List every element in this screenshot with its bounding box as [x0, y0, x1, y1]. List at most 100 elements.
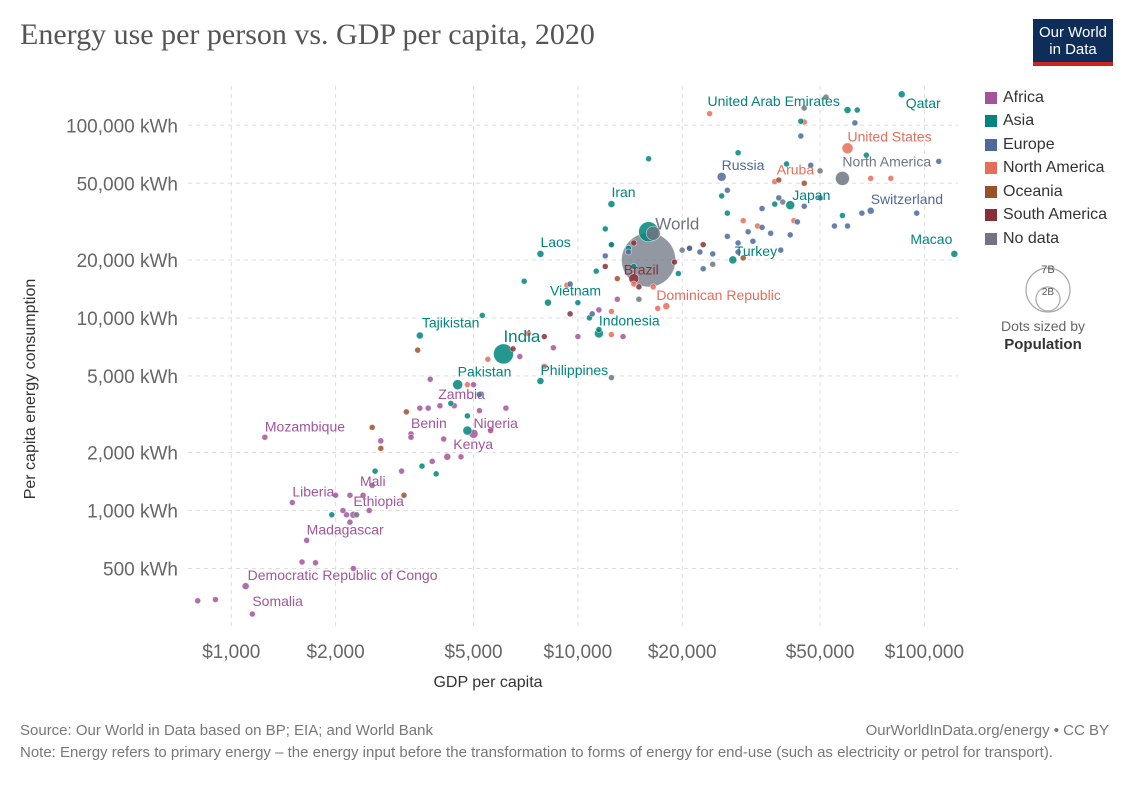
data-point[interactable] [398, 467, 405, 475]
data-point[interactable] [368, 424, 376, 431]
data-point[interactable] [377, 445, 385, 452]
data-point[interactable] [457, 453, 465, 461]
data-point[interactable] [540, 333, 548, 340]
data-point-zambia[interactable] [424, 404, 432, 412]
data-point[interactable] [734, 149, 742, 157]
data-point[interactable] [887, 175, 895, 182]
data-point[interactable] [723, 233, 731, 240]
data-point-liberia[interactable] [288, 499, 296, 506]
data-point[interactable] [777, 246, 785, 254]
data-point-democratic-republic-of-congo[interactable] [241, 582, 250, 590]
data-point-dominican-republic[interactable] [662, 302, 671, 311]
data-point[interactable] [671, 258, 678, 266]
data-point[interactable] [414, 346, 422, 354]
data-point[interactable] [332, 491, 339, 499]
data-point-philippines[interactable] [536, 377, 545, 385]
data-point[interactable] [863, 151, 870, 159]
data-point[interactable] [502, 404, 510, 412]
data-point[interactable] [487, 427, 494, 434]
data-point[interactable] [935, 157, 943, 165]
data-point[interactable] [484, 355, 492, 363]
data-point[interactable] [608, 331, 615, 338]
legend-item-asia[interactable]: Asia [985, 110, 1107, 134]
data-point[interactable] [734, 239, 742, 247]
data-point-iran[interactable] [607, 200, 616, 208]
data-point[interactable] [699, 241, 707, 249]
data-point[interactable] [758, 224, 766, 231]
data-point[interactable] [416, 404, 424, 412]
data-point[interactable] [775, 194, 783, 202]
legend-item-europe[interactable]: Europe [985, 133, 1107, 157]
data-point[interactable] [709, 250, 717, 258]
data-point-vietnam[interactable] [544, 298, 552, 307]
data-point[interactable] [509, 345, 517, 353]
legend-item-oceania[interactable]: Oceania [985, 180, 1107, 204]
data-point[interactable] [613, 295, 621, 303]
data-point[interactable] [794, 218, 801, 226]
data-point[interactable] [353, 511, 361, 519]
legend-item-south-america[interactable]: South America [985, 204, 1107, 228]
legend-item-north-america[interactable]: North America [985, 157, 1107, 181]
data-point[interactable] [767, 229, 774, 237]
data-point[interactable] [566, 280, 574, 288]
data-point[interactable] [377, 437, 385, 445]
data-point-japan[interactable] [785, 200, 796, 210]
data-point[interactable] [608, 308, 615, 315]
data-point-madagascar[interactable] [303, 536, 311, 544]
data-point[interactable] [630, 280, 638, 288]
data-point[interactable] [800, 104, 808, 112]
data-point[interactable] [447, 400, 455, 407]
data-point[interactable] [739, 217, 747, 224]
data-point[interactable] [516, 353, 524, 360]
data-point[interactable] [464, 381, 471, 389]
data-point[interactable] [328, 511, 336, 519]
data-point-kenya[interactable] [443, 452, 452, 461]
data-point[interactable] [839, 212, 846, 219]
data-point[interactable] [432, 470, 440, 478]
data-point[interactable] [858, 209, 866, 217]
data-point[interactable] [520, 277, 528, 285]
data-point[interactable] [601, 263, 609, 270]
data-point-turkey[interactable] [728, 255, 738, 265]
data-point[interactable] [696, 248, 704, 256]
data-point[interactable] [613, 275, 621, 282]
data-point[interactable] [678, 246, 686, 254]
data-point[interactable] [816, 167, 824, 175]
data-point[interactable] [436, 402, 444, 410]
data-point[interactable] [608, 241, 615, 249]
data-point[interactable] [595, 326, 603, 333]
data-point[interactable] [635, 283, 643, 291]
data-point[interactable] [426, 375, 434, 383]
data-point[interactable] [749, 237, 757, 245]
legend-item-africa[interactable]: Africa [985, 86, 1107, 110]
data-point-mali[interactable] [346, 491, 354, 499]
data-point[interactable] [630, 239, 638, 247]
data-point[interactable] [686, 244, 693, 252]
data-point[interactable] [339, 507, 347, 514]
data-point[interactable] [588, 310, 596, 318]
data-point[interactable] [601, 225, 609, 233]
data-point-united-arab-emirates[interactable] [843, 106, 852, 114]
data-point[interactable] [822, 93, 830, 101]
data-point[interactable] [867, 175, 875, 182]
data-point[interactable] [844, 222, 851, 230]
data-point[interactable] [739, 254, 747, 262]
data-point[interactable] [298, 558, 306, 566]
data-point[interactable] [525, 330, 532, 337]
data-point[interactable] [775, 176, 783, 184]
data-point-india[interactable] [493, 343, 514, 365]
legend-item-no-data[interactable]: No data [985, 227, 1107, 251]
data-point[interactable] [574, 299, 582, 306]
data-point[interactable] [440, 435, 448, 443]
data-point-united-states[interactable] [841, 142, 854, 155]
data-point[interactable] [462, 425, 473, 436]
data-point[interactable] [851, 119, 859, 127]
data-point[interactable] [343, 511, 350, 519]
data-point-macao[interactable] [950, 250, 959, 258]
data-point[interactable] [807, 161, 815, 169]
data-point-mozambique[interactable] [261, 433, 269, 441]
data-point[interactable] [371, 467, 379, 475]
data-point-somalia[interactable] [248, 610, 256, 618]
data-point[interactable] [346, 518, 354, 526]
data-point[interactable] [783, 160, 790, 168]
